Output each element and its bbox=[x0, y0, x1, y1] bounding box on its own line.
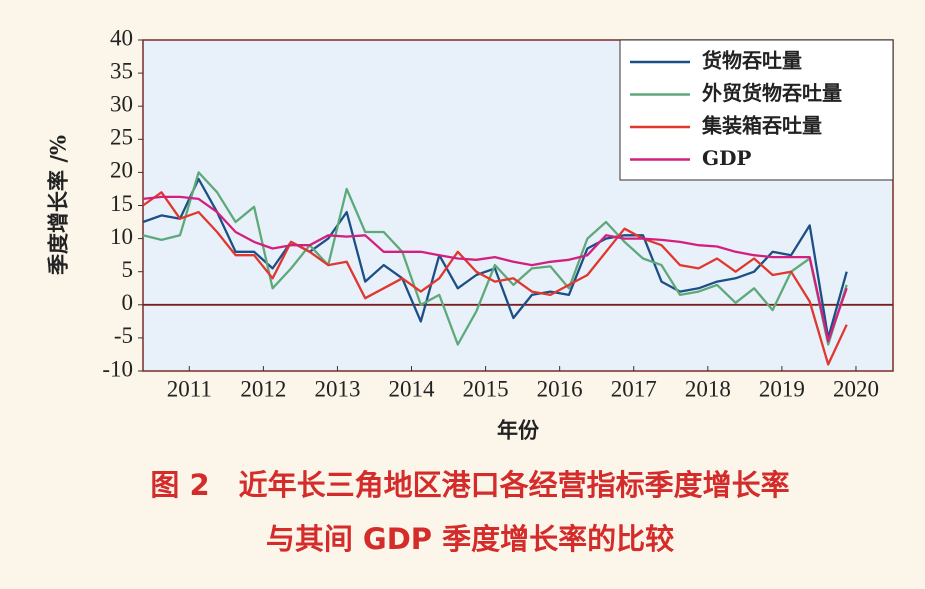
series-line bbox=[142, 195, 848, 343]
legend-label: 外贸货物吞吐量 bbox=[702, 81, 842, 105]
y-tick-label: 10 bbox=[110, 224, 133, 249]
y-tick-label: 5 bbox=[122, 257, 134, 282]
y-tick-label: 25 bbox=[110, 125, 133, 150]
y-tick-label: 35 bbox=[110, 58, 133, 83]
x-axis-label: 年份 bbox=[497, 418, 540, 443]
x-tick-label: 2016 bbox=[537, 376, 583, 401]
y-tick-label: 20 bbox=[110, 158, 133, 183]
legend-label: 货物吞吐量 bbox=[702, 49, 802, 73]
series-line bbox=[142, 177, 848, 340]
legend-label: 集装箱吞吐量 bbox=[701, 114, 822, 138]
y-tick-label: -10 bbox=[102, 356, 133, 381]
y-tick-label: 40 bbox=[110, 25, 133, 50]
x-tick-label: 2012 bbox=[240, 376, 286, 401]
legend-box bbox=[619, 39, 894, 181]
y-tick-label: 30 bbox=[110, 91, 133, 116]
x-tick-label: 2015 bbox=[463, 376, 509, 401]
x-tick-label: 2020 bbox=[833, 376, 879, 401]
y-tick-label: 0 bbox=[122, 290, 134, 315]
caption-line: 与其间 GDP 季度增长率的比较 bbox=[266, 522, 674, 556]
x-tick-label: 2011 bbox=[167, 376, 212, 401]
legend-label: GDP bbox=[702, 146, 751, 170]
y-tick-label: 15 bbox=[110, 191, 133, 216]
x-tick-label: 2013 bbox=[314, 376, 360, 401]
series-line bbox=[142, 191, 848, 366]
x-tick-label: 2019 bbox=[759, 376, 805, 401]
y-tick-label: -5 bbox=[114, 323, 133, 348]
caption-line: 图 2 近年长三角地区港口各经营指标季度增长率 bbox=[150, 468, 789, 502]
x-tick-label: 2014 bbox=[389, 376, 436, 401]
x-tick-label: 2018 bbox=[685, 376, 731, 401]
series-line bbox=[142, 171, 848, 346]
x-tick-label: 2017 bbox=[611, 376, 657, 401]
y-axis-label: 季度增长率 /% bbox=[46, 135, 71, 275]
